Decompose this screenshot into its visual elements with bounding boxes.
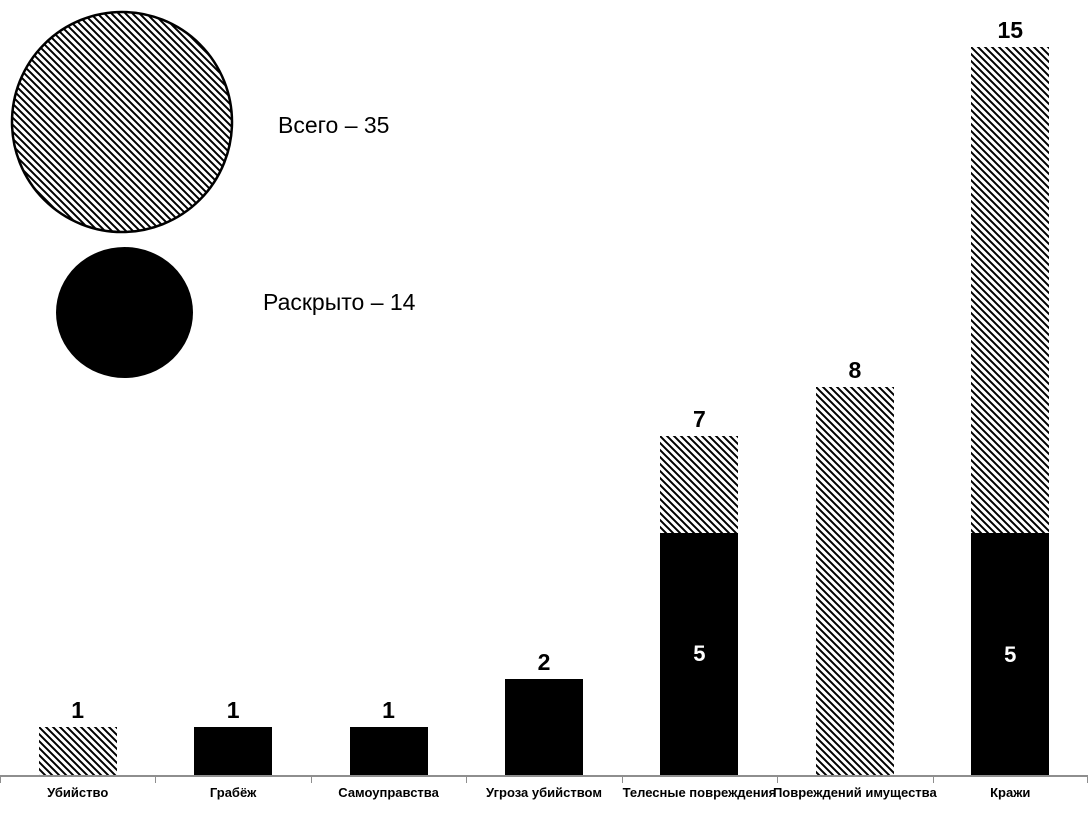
category-label: Грабёж xyxy=(209,785,257,800)
bar-total-label: 15 xyxy=(997,17,1024,43)
x-axis-tick xyxy=(621,777,623,783)
bar: 15 5 xyxy=(971,17,1050,776)
bar: 7 5 xyxy=(660,406,739,776)
category-label: Повреждений имущества xyxy=(772,785,937,800)
bar-total-label: 7 xyxy=(693,405,706,432)
bar-total-label: 2 xyxy=(537,648,551,675)
x-axis-tick xyxy=(777,777,779,783)
bar: 8 xyxy=(815,357,894,776)
x-axis-tick xyxy=(155,777,157,783)
bar: 1 xyxy=(38,697,117,776)
category-label: Убийство xyxy=(47,785,109,800)
bar-solved-label: 5 xyxy=(693,641,706,667)
x-axis-tick xyxy=(310,777,312,783)
bar-solved-segment xyxy=(349,727,428,776)
bar: 2 xyxy=(505,649,583,776)
bar-unsolved-segment xyxy=(971,47,1050,533)
bar-unsolved-segment xyxy=(815,387,894,776)
bar-total-label: 8 xyxy=(848,357,862,384)
bar-solved-segment: 5 xyxy=(971,533,1050,776)
bar-solved-segment xyxy=(505,678,583,776)
bar-solved-label: 5 xyxy=(1004,641,1017,667)
bar-total-label: 1 xyxy=(226,697,240,724)
x-axis-tick xyxy=(932,777,934,783)
x-axis-line xyxy=(0,775,1088,777)
bar: 1 xyxy=(349,697,428,776)
category-label: Самоуправства xyxy=(338,785,439,800)
bar: 1 xyxy=(194,697,273,776)
legend-solved-circle-icon xyxy=(56,247,193,378)
x-axis-tick xyxy=(466,777,468,783)
legend-solved-label: Раскрыто – 14 xyxy=(263,289,416,315)
bar-unsolved-segment xyxy=(38,727,117,776)
x-axis-tick xyxy=(0,777,1,783)
category-label: Телесные повреждения xyxy=(622,785,777,800)
category-label: Кражи xyxy=(990,785,1031,800)
bar-solved-segment xyxy=(194,727,273,776)
bar-solved-segment: 5 xyxy=(660,532,739,776)
category-label: Угроза убийством xyxy=(486,785,602,800)
bar-total-label: 1 xyxy=(71,697,85,724)
legend-total-circle-icon xyxy=(10,10,234,234)
bar-total-label: 1 xyxy=(382,697,395,724)
bar-unsolved-segment xyxy=(660,435,739,533)
legend-total-label: Всего – 35 xyxy=(278,112,390,138)
